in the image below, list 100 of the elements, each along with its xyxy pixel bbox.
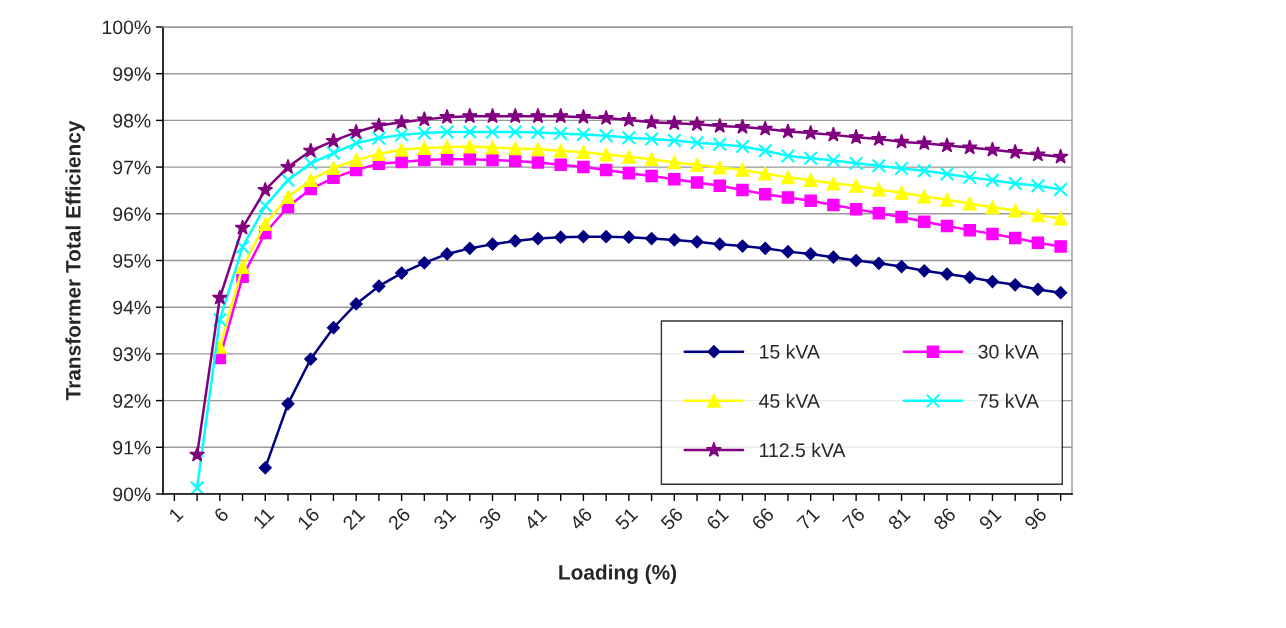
point: [440, 247, 454, 261]
point: [871, 158, 887, 173]
y-tick-label: 99%: [113, 67, 151, 81]
point: [326, 145, 341, 161]
point: [485, 140, 500, 155]
point: [712, 136, 728, 152]
point: [826, 176, 841, 191]
point: [394, 127, 409, 143]
x-axis-title: Loading (%): [559, 564, 677, 584]
point: [326, 161, 341, 175]
point: [986, 227, 999, 241]
point: [235, 239, 250, 255]
x-tick-label: 46: [568, 506, 593, 531]
point: [736, 183, 749, 197]
y-tick-label: 98%: [113, 113, 151, 128]
legend-label: 15 kVA: [760, 344, 820, 359]
point: [393, 113, 410, 130]
point: [644, 231, 659, 246]
point: [303, 173, 318, 188]
point: [690, 176, 704, 189]
point: [507, 124, 523, 140]
y-axis-title: Transformer Total Efficiency: [65, 120, 85, 401]
point: [258, 217, 273, 232]
x-tick-label: 6: [213, 506, 230, 523]
point: [826, 250, 840, 264]
point: [326, 321, 341, 335]
point: [348, 135, 364, 151]
point: [1054, 286, 1068, 300]
point: [485, 124, 500, 140]
x-tick-label: 91: [978, 506, 1002, 531]
point: [257, 198, 273, 214]
point: [463, 241, 477, 255]
point: [803, 150, 818, 166]
point: [622, 166, 636, 180]
point: [212, 312, 228, 328]
point: [918, 215, 931, 228]
x-tick-label: 56: [659, 506, 684, 531]
point: [576, 145, 591, 160]
point: [417, 256, 431, 270]
x-tick-label: 11: [252, 506, 275, 529]
point: [189, 480, 205, 494]
y-tick-label: 94%: [113, 300, 151, 315]
point: [667, 133, 682, 148]
point: [825, 126, 842, 142]
point: [849, 202, 863, 216]
point: [781, 245, 795, 259]
point: [985, 200, 1000, 215]
point: [985, 172, 1000, 188]
point: [598, 109, 615, 125]
point: [667, 233, 681, 247]
point: [303, 156, 318, 171]
point: [302, 142, 319, 158]
point: [962, 170, 978, 185]
point: [576, 230, 591, 244]
point: [508, 141, 523, 156]
point: [848, 156, 864, 171]
point: [417, 141, 432, 155]
x-tick-label: 71: [796, 506, 820, 531]
point: [758, 187, 772, 201]
x-tick-label: 31: [432, 506, 457, 531]
point: [304, 352, 318, 366]
point: [939, 137, 955, 153]
point: [599, 147, 614, 162]
point: [758, 166, 773, 181]
y-tick-label: 97%: [113, 160, 151, 175]
point: [486, 153, 499, 167]
point: [577, 160, 590, 174]
point: [531, 231, 545, 246]
point: [418, 153, 431, 167]
x-tick-label: 21: [341, 506, 366, 531]
y-tick-label: 91%: [113, 440, 151, 455]
point: [1029, 146, 1046, 162]
point: [645, 169, 658, 183]
point: [940, 219, 954, 233]
x-tick-label: 1: [168, 506, 184, 523]
point: [984, 141, 1001, 157]
point: [1008, 231, 1022, 245]
point: [508, 234, 522, 248]
point: [599, 163, 613, 177]
point: [872, 256, 886, 270]
point: [372, 279, 386, 293]
point: [802, 124, 819, 140]
point: [643, 113, 660, 130]
point: [894, 185, 909, 200]
point: [779, 123, 796, 139]
point: [940, 267, 954, 281]
point: [689, 135, 705, 151]
point: [666, 114, 683, 131]
point: [939, 166, 955, 182]
point: [349, 297, 363, 311]
point: [417, 125, 432, 141]
point: [531, 142, 545, 157]
point: [553, 126, 568, 141]
point: [667, 155, 682, 170]
legend-label: 112.5 kVA: [760, 442, 846, 458]
point: [735, 139, 750, 154]
point: [554, 230, 568, 244]
point: [440, 140, 455, 154]
point: [485, 237, 500, 251]
x-tick-label: 76: [841, 506, 866, 531]
